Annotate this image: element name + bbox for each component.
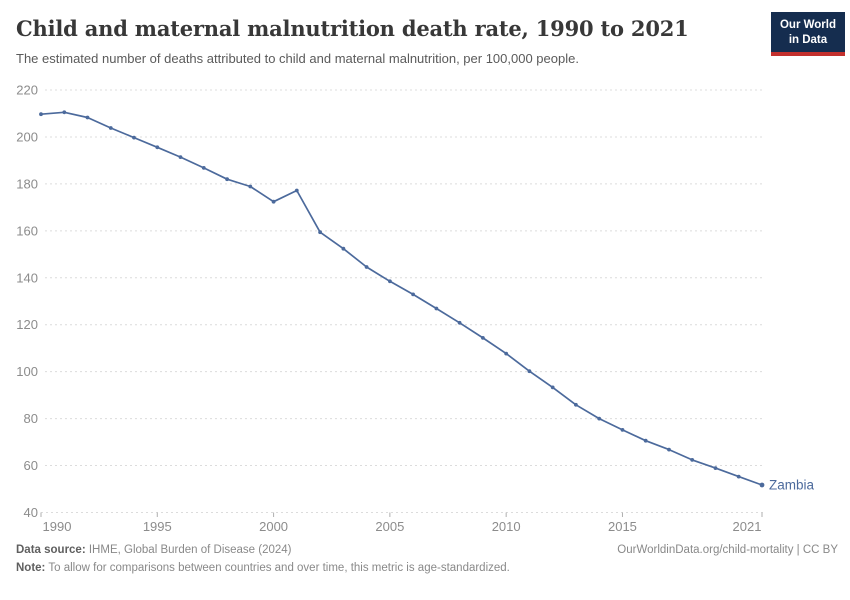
data-point[interactable] bbox=[457, 320, 462, 325]
data-point[interactable] bbox=[341, 246, 346, 251]
data-point[interactable] bbox=[574, 402, 578, 407]
series-end-label[interactable]: Zambia bbox=[769, 478, 815, 493]
data-line-zambia[interactable] bbox=[40, 111, 763, 486]
y-tick-label: 160 bbox=[16, 223, 38, 238]
note-label: Note: bbox=[16, 562, 46, 574]
x-tick-label: 1995 bbox=[143, 519, 172, 534]
data-point[interactable] bbox=[434, 306, 439, 311]
data-point[interactable] bbox=[364, 265, 369, 269]
data-point[interactable] bbox=[481, 336, 485, 340]
y-tick-label: 220 bbox=[16, 83, 38, 98]
data-source-text: Data source: IHME, Global Burden of Dise… bbox=[16, 544, 292, 556]
data-point[interactable] bbox=[620, 428, 625, 432]
x-tick-label: 1990 bbox=[43, 519, 72, 534]
data-point[interactable] bbox=[527, 369, 532, 374]
data-point[interactable] bbox=[39, 112, 43, 117]
data-source-label: Data source: bbox=[16, 544, 86, 556]
data-point[interactable] bbox=[597, 416, 602, 421]
data-point[interactable] bbox=[411, 292, 415, 297]
y-tick-label: 140 bbox=[16, 270, 38, 285]
data-point[interactable] bbox=[132, 135, 136, 140]
owid-logo-line1: Our World bbox=[779, 19, 836, 31]
data-point[interactable] bbox=[759, 482, 765, 488]
data-point[interactable] bbox=[225, 177, 230, 182]
y-tick-label: 180 bbox=[16, 176, 38, 191]
x-tick-label: 2021 bbox=[733, 519, 762, 534]
y-tick-label: 120 bbox=[16, 317, 38, 332]
data-point[interactable] bbox=[85, 115, 90, 120]
data-point[interactable] bbox=[318, 230, 322, 235]
owid-logo-line2: in Data bbox=[788, 33, 828, 46]
data-point[interactable] bbox=[504, 351, 509, 356]
data-point[interactable] bbox=[201, 166, 206, 170]
data-point[interactable] bbox=[736, 474, 741, 479]
x-tick-label: 2010 bbox=[492, 519, 521, 534]
data-point[interactable] bbox=[643, 438, 648, 443]
note-text: Note: To allow for comparisons between c… bbox=[16, 562, 510, 574]
chart-title: Child and maternal malnutrition death ra… bbox=[16, 16, 689, 41]
data-point[interactable] bbox=[271, 199, 276, 204]
data-point[interactable] bbox=[550, 385, 555, 390]
data-point[interactable] bbox=[388, 279, 392, 284]
chart-subtitle: The estimated number of deaths attribute… bbox=[16, 51, 579, 66]
data-point[interactable] bbox=[108, 126, 113, 130]
data-point[interactable] bbox=[178, 155, 183, 160]
owid-logo[interactable]: Our World in Data bbox=[770, 12, 845, 56]
data-point[interactable] bbox=[667, 447, 671, 452]
y-tick-label: 100 bbox=[16, 364, 38, 379]
owid-url-link[interactable]: OurWorldinData.org/child-mortality | CC … bbox=[617, 544, 838, 556]
y-tick-label: 40 bbox=[24, 505, 38, 520]
x-tick-label: 2005 bbox=[375, 519, 404, 534]
y-tick-label: 200 bbox=[16, 129, 38, 144]
data-point[interactable] bbox=[248, 184, 253, 189]
data-point[interactable] bbox=[294, 188, 299, 193]
data-point[interactable] bbox=[713, 466, 718, 470]
data-point[interactable] bbox=[62, 110, 67, 115]
data-point[interactable] bbox=[690, 458, 695, 462]
x-tick-label: 2000 bbox=[259, 519, 288, 534]
y-tick-label: 80 bbox=[24, 411, 38, 426]
x-tick-label: 2015 bbox=[608, 519, 637, 534]
y-tick-label: 60 bbox=[24, 458, 38, 473]
data-point[interactable] bbox=[155, 145, 160, 150]
chart-footer: Data source: IHME, Global Burden of Dise… bbox=[16, 544, 838, 574]
